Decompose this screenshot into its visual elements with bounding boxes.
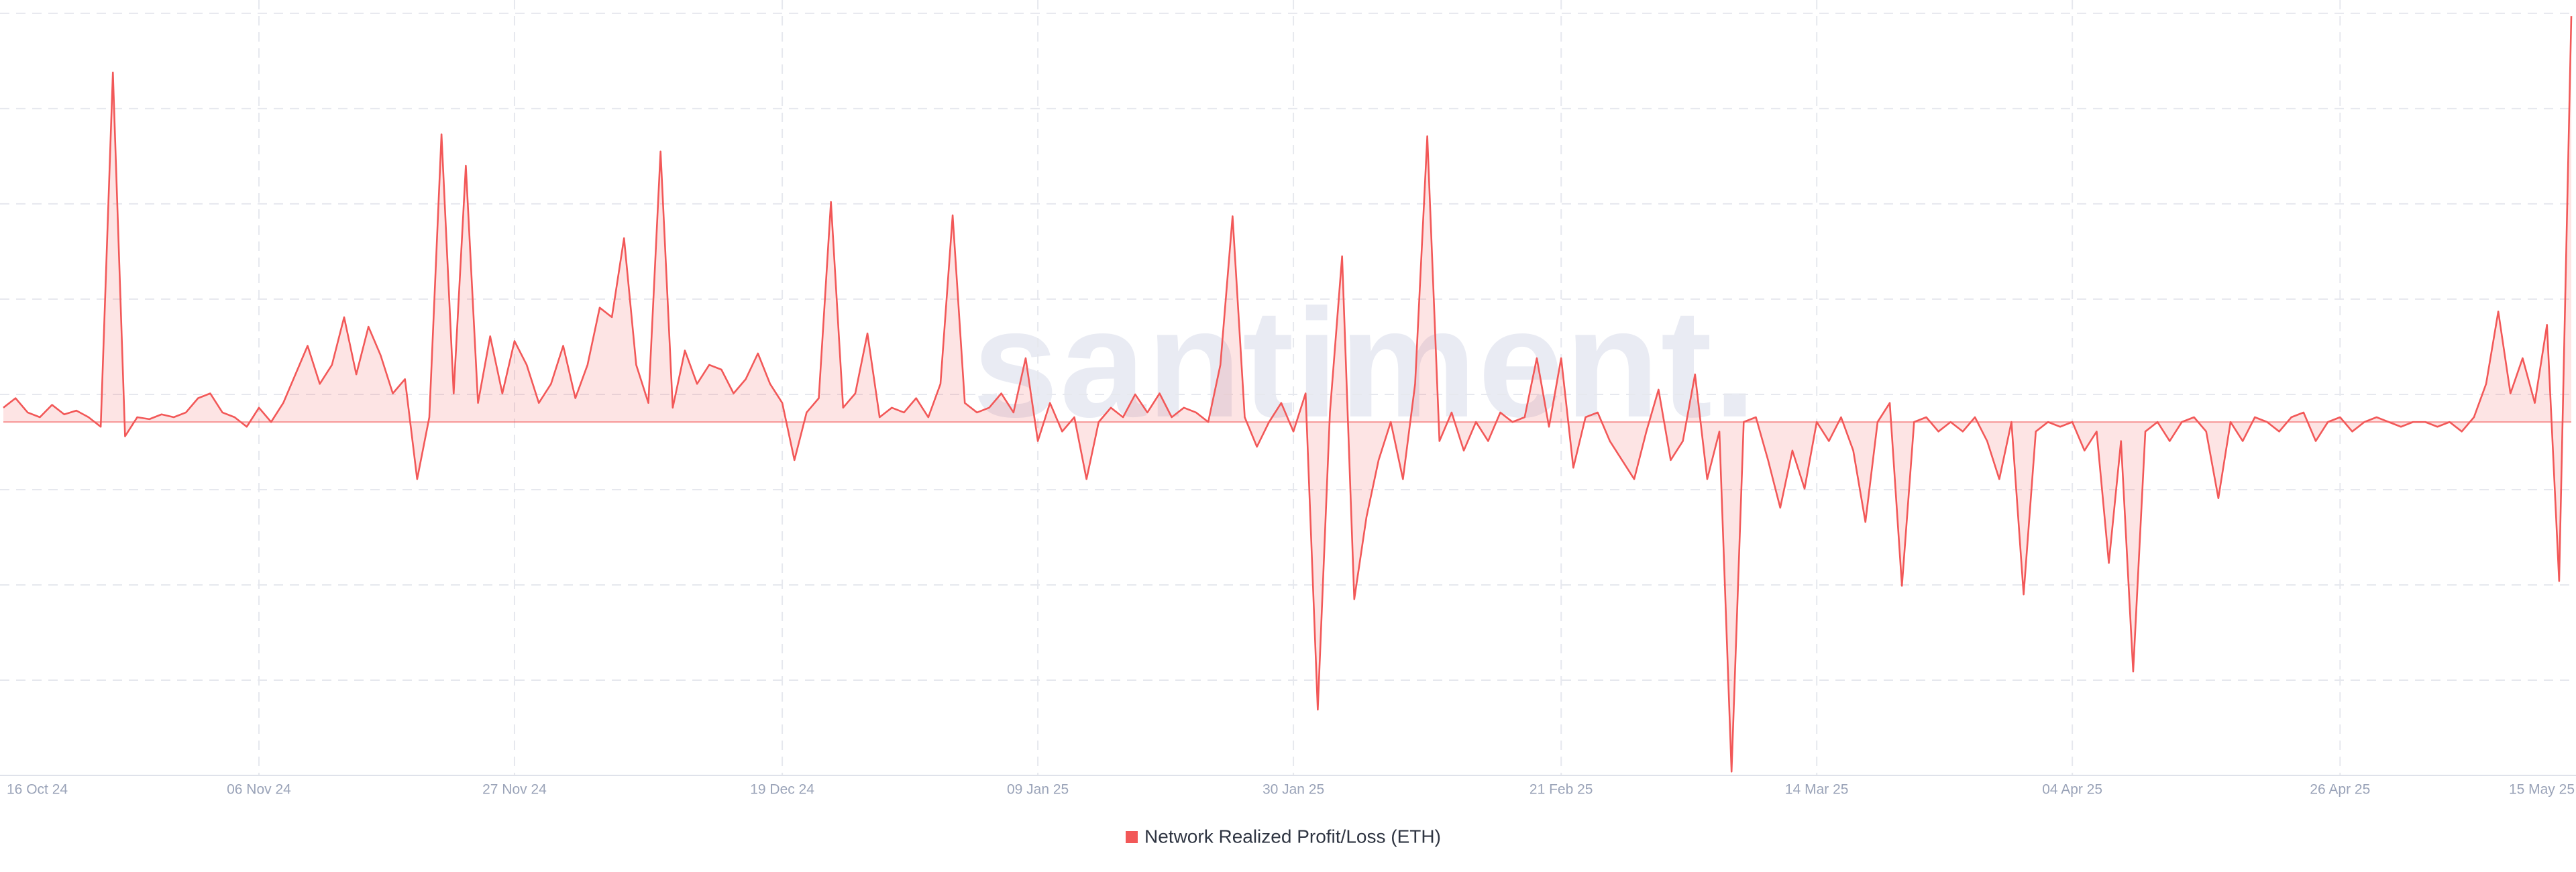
x-tick-label: 15 May 25 [2509,782,2575,798]
x-tick-label: 21 Feb 25 [1529,782,1593,798]
line [3,16,2573,773]
x-tick-label: 04 Apr 25 [2042,782,2102,798]
x-tick-label: 27 Nov 24 [482,782,547,798]
x-tick-label: 26 Apr 25 [2310,782,2370,798]
x-tick-label: 19 Dec 24 [750,782,814,798]
legend-label: Network Realized Profit/Loss (ETH) [1144,826,1441,847]
legend-swatch [1126,831,1138,843]
legend-item: Network Realized Profit/Loss (ETH) [1126,826,1441,847]
x-tick-label: 14 Mar 25 [1785,782,1849,798]
watermark: santiment. [973,277,1758,449]
legend: Network Realized Profit/Loss (ETH) [1126,826,1441,847]
x-tick-label: 09 Jan 25 [1007,782,1069,798]
area [3,16,2571,772]
x-tick-label: 16 Oct 24 [7,782,68,798]
x-tick-label: 30 Jan 25 [1263,782,1324,798]
x-tick-label: 06 Nov 24 [227,782,291,798]
